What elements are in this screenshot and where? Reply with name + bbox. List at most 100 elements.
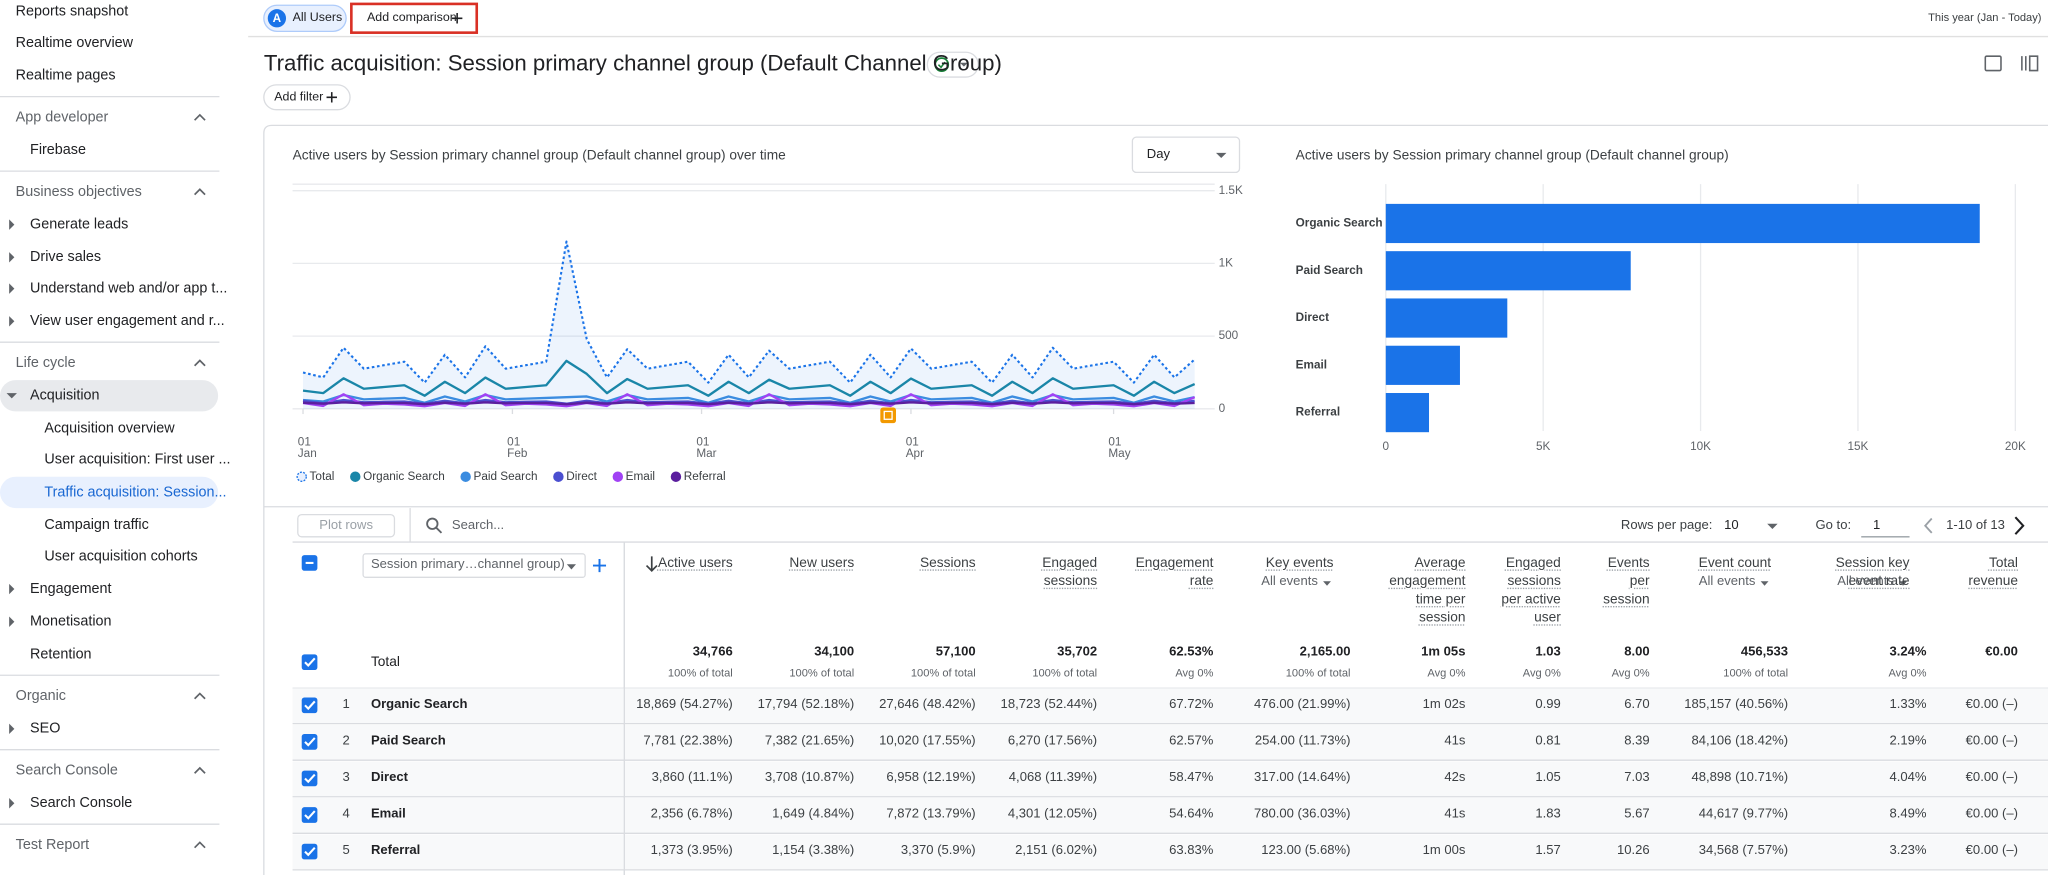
collapse-icon[interactable] (194, 188, 206, 196)
nav-section[interactable]: Test Report (15, 837, 90, 853)
bar[interactable] (1385, 203, 1980, 244)
nav-section[interactable]: App developer (15, 109, 109, 126)
nav-section[interactable]: Business objectives (15, 184, 142, 200)
segment-chip[interactable] (263, 4, 347, 32)
row-name[interactable]: Paid Search (370, 734, 446, 749)
compare-button[interactable] (350, 2, 479, 34)
nav-item[interactable]: Campaign traffic (44, 517, 149, 533)
column-header[interactable]: Engaged sessions (1042, 555, 1098, 590)
column-filter[interactable]: All events (1837, 574, 1894, 590)
checkbox[interactable] (301, 807, 318, 823)
bar[interactable] (1385, 393, 1430, 433)
line (302, 359, 1196, 397)
expand-icon[interactable] (9, 252, 15, 263)
annotation-icon[interactable] (880, 407, 896, 424)
cell: €0.00 (–) (1965, 843, 2018, 859)
filter-chip[interactable] (263, 84, 351, 111)
compare-icon[interactable] (2021, 55, 2039, 72)
checkbox[interactable] (301, 734, 318, 750)
nav-section[interactable]: Organic (15, 688, 66, 704)
collapse-icon[interactable] (194, 692, 206, 700)
cell: 780.00 (36.03%) (1253, 807, 1351, 822)
nav-item[interactable]: Search Console (30, 795, 133, 812)
column-header[interactable]: Engaged sessions per active user (1501, 555, 1561, 626)
cell: 34,568 (7.57%) (1698, 843, 1789, 859)
row-name[interactable]: Direct (370, 770, 408, 785)
nav-item[interactable]: SEO (30, 720, 61, 737)
date-range[interactable]: This year (Jan - Today) (1928, 10, 2042, 24)
expand-icon[interactable] (9, 723, 15, 735)
column-header[interactable]: Total revenue (1968, 555, 2018, 590)
expand-icon[interactable] (9, 283, 15, 294)
nav-item[interactable]: Drive sales (30, 249, 102, 266)
bar[interactable] (1385, 251, 1631, 291)
sort-icon[interactable] (645, 556, 658, 572)
collapse-icon[interactable] (194, 113, 206, 121)
nav-item[interactable]: Realtime pages (15, 67, 116, 84)
column-header[interactable]: Engagement rate (1135, 555, 1214, 590)
collapse-icon[interactable] (194, 841, 206, 849)
column-header[interactable]: Sessions (920, 555, 976, 571)
granularity-select[interactable] (1131, 136, 1241, 174)
nav-item[interactable]: Acquisition (30, 387, 100, 404)
checkbox-mark (304, 737, 316, 747)
bar[interactable] (1385, 345, 1460, 385)
legend-label: Total (310, 470, 335, 483)
row-name[interactable]: Referral (370, 843, 421, 859)
column-filter[interactable]: All events (1261, 574, 1318, 590)
nav-item[interactable]: Firebase (30, 142, 86, 159)
column-filter[interactable]: All events (1698, 574, 1756, 590)
column-header[interactable]: Key events (1265, 555, 1334, 571)
checkbox[interactable] (301, 697, 318, 714)
expand-icon[interactable] (6, 393, 17, 399)
expand-icon[interactable] (9, 616, 15, 627)
nav-item[interactable]: User acquisition cohorts (44, 548, 198, 565)
expand-icon[interactable] (9, 798, 15, 809)
nav-item[interactable]: Engagement (30, 581, 112, 597)
checkbox[interactable] (301, 654, 318, 671)
column-header[interactable]: Session key event rate (1835, 555, 1910, 590)
column-header[interactable]: Average engagement time per session (1389, 555, 1466, 626)
nav-item[interactable]: Understand web and/or app t... (30, 280, 228, 297)
expand-icon[interactable] (9, 219, 15, 230)
nav-item[interactable]: Generate leads (30, 216, 129, 233)
checkbox[interactable] (301, 843, 318, 860)
nav-item[interactable]: Traffic acquisition: Session... (44, 484, 227, 501)
nav-item[interactable]: Monetisation (30, 613, 112, 630)
prev-page[interactable] (1923, 517, 1933, 534)
nav-item[interactable]: Reports snapshot (15, 3, 129, 20)
column-header[interactable]: New users (789, 555, 855, 571)
search-input[interactable]: Search... (451, 517, 505, 533)
collapse-icon[interactable] (194, 766, 206, 774)
dimension-select[interactable] (362, 553, 586, 578)
nav-item[interactable]: User acquisition: First user ... (44, 451, 231, 468)
row-bg (292, 761, 2048, 797)
bar[interactable] (1385, 298, 1508, 338)
next-page[interactable] (2014, 516, 2025, 535)
column-header[interactable]: Active users (658, 555, 733, 571)
row-name[interactable]: Organic Search (370, 697, 468, 712)
expand-icon[interactable] (9, 316, 15, 327)
column-header[interactable]: Events per session (1603, 555, 1650, 608)
nav-section[interactable]: Search Console (15, 762, 118, 779)
nav-section[interactable]: Life cycle (15, 355, 76, 371)
plot-rows-button[interactable] (297, 513, 396, 538)
dropdown-icon[interactable] (959, 62, 968, 67)
column-header[interactable]: Event count (1698, 555, 1772, 571)
checkbox[interactable] (301, 770, 318, 787)
collapse-icon[interactable] (194, 359, 206, 367)
cell: 185,157 (40.56%) (1684, 697, 1789, 712)
share-icon[interactable] (1984, 55, 2002, 72)
dropdown-icon (1899, 581, 1907, 586)
expand-icon[interactable] (9, 583, 15, 595)
nav-item[interactable]: Retention (30, 646, 92, 663)
nav-item[interactable]: View user engagement and r... (30, 313, 225, 330)
row-name[interactable]: Email (370, 807, 406, 822)
nav-item[interactable]: Acquisition overview (44, 420, 175, 437)
nav-item[interactable]: Realtime overview (15, 35, 134, 51)
rows-per-page-select[interactable]: 10 (1724, 517, 1739, 533)
legend-swatch (296, 471, 307, 482)
legend-label: Email (626, 470, 655, 483)
go-to-input[interactable]: 1 (1872, 517, 1881, 533)
add-dimension[interactable] (592, 559, 607, 573)
